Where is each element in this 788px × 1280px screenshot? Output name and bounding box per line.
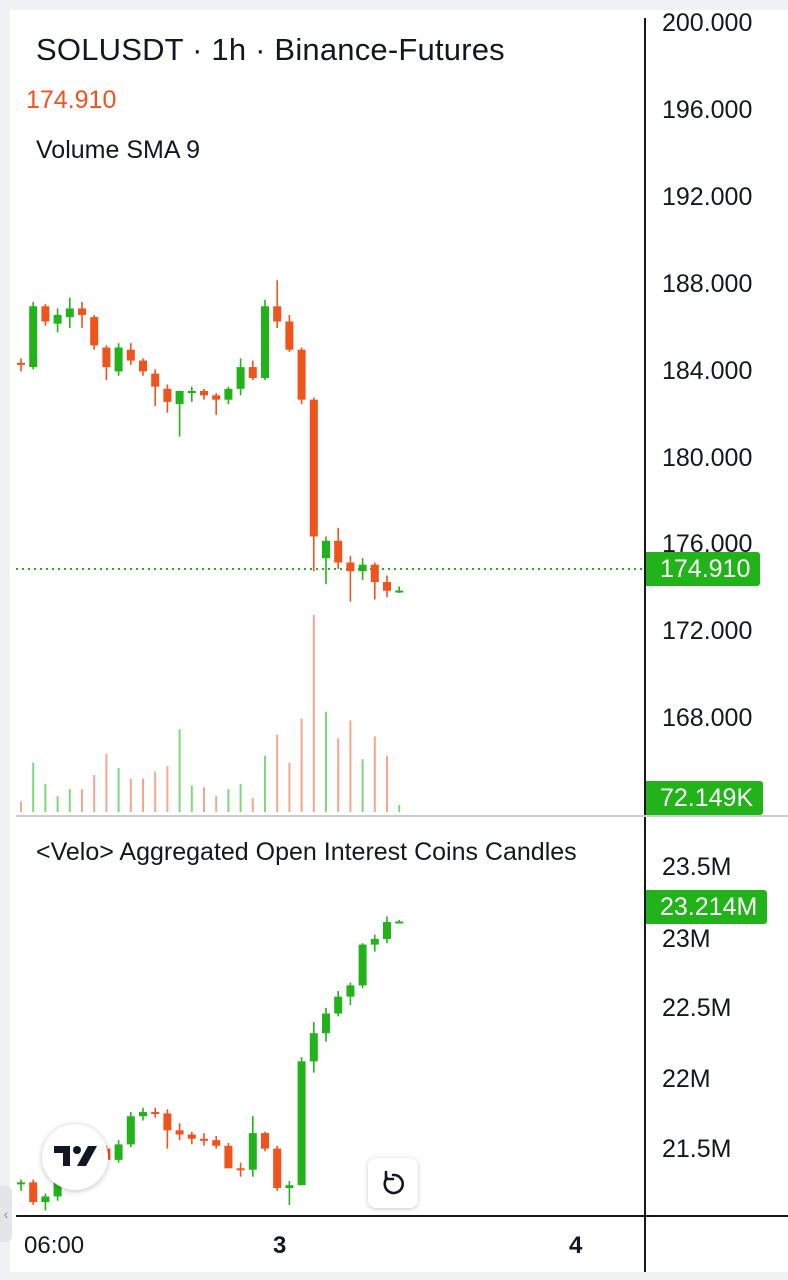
price-candle xyxy=(309,397,318,572)
oi-candle xyxy=(383,916,391,944)
price-candle xyxy=(163,384,172,413)
oi-candle xyxy=(273,1145,282,1191)
oi-candle xyxy=(41,1193,50,1211)
price-candle xyxy=(102,345,111,381)
symbol-title[interactable]: SOLUSDT · 1h · Binance-Futures xyxy=(36,32,505,67)
time-tick-label: 06:00 xyxy=(24,1232,85,1259)
oi-candle xyxy=(236,1162,245,1177)
price-candle xyxy=(151,369,160,407)
price-candle xyxy=(200,388,208,400)
oi-tick-label: 23M xyxy=(662,925,711,953)
price-candle xyxy=(65,297,74,328)
price-tick-label: 168.000 xyxy=(662,704,753,732)
price-candle xyxy=(383,575,391,598)
oi-candle xyxy=(212,1135,221,1149)
price-candle xyxy=(322,536,330,585)
price-candle xyxy=(285,314,294,352)
time-tick-label: 3 xyxy=(273,1232,287,1259)
price-candle xyxy=(334,527,343,570)
oi-candle xyxy=(261,1131,269,1152)
oi-candle xyxy=(346,982,355,1006)
price-candle xyxy=(29,301,38,370)
price-candle xyxy=(175,390,184,437)
price-candle xyxy=(78,301,86,328)
price-candle xyxy=(53,308,62,333)
price-candle xyxy=(212,393,221,415)
price-tick-label: 180.000 xyxy=(662,444,753,472)
price-candle xyxy=(297,347,306,404)
price-candle xyxy=(139,358,147,376)
price-badge: 174.910 xyxy=(646,552,761,586)
oi-candle xyxy=(334,991,343,1017)
volume-indicator-title[interactable]: Volume SMA 9 xyxy=(36,136,200,164)
price-candle xyxy=(126,343,135,365)
oi-candle xyxy=(395,920,404,924)
price-candle xyxy=(273,280,282,328)
oi-candle xyxy=(285,1180,294,1205)
price-tick-label: 196.000 xyxy=(662,96,753,124)
price-tick-label: 188.000 xyxy=(662,270,753,298)
price-candles xyxy=(17,280,404,602)
price-candle xyxy=(248,360,257,381)
oi-candle xyxy=(322,1007,330,1042)
oi-candle xyxy=(126,1112,135,1148)
chevron-left-icon[interactable]: ‹ xyxy=(0,1186,12,1242)
oi-candle xyxy=(358,943,367,989)
oi-tick-label: 23.5M xyxy=(662,853,732,881)
oi-tick-label: 22.5M xyxy=(662,994,732,1022)
oi-candle xyxy=(151,1107,160,1118)
tradingview-logo-icon[interactable] xyxy=(42,1124,108,1190)
oi-candle xyxy=(17,1179,25,1191)
price-tick-label: 192.000 xyxy=(662,183,753,211)
price-candle xyxy=(187,386,196,402)
oi-candle xyxy=(200,1133,208,1146)
price-tick-label: 200.000 xyxy=(662,9,753,37)
price-candle xyxy=(395,586,404,593)
top-frame xyxy=(0,0,788,10)
open-interest-badge: 23.214M xyxy=(646,890,768,924)
oi-candle xyxy=(224,1142,233,1169)
last-price-value: 174.910 xyxy=(26,86,117,114)
volume-series xyxy=(20,614,401,812)
oi-candle xyxy=(297,1057,306,1186)
oi-tick-label: 21.5M xyxy=(662,1135,732,1163)
price-candle xyxy=(17,358,25,372)
price-candle xyxy=(114,343,123,376)
price-candle xyxy=(346,556,355,602)
left-frame xyxy=(0,10,10,1280)
price-candle xyxy=(224,386,233,404)
time-tick-label: 4 xyxy=(569,1232,583,1259)
oi-candle xyxy=(309,1021,318,1073)
oi-tick-label: 22M xyxy=(662,1065,711,1093)
reset-chart-icon xyxy=(383,1170,405,1195)
oi-candle xyxy=(139,1107,147,1121)
tradingview-logo-glyph xyxy=(54,1146,97,1166)
price-candle xyxy=(261,299,269,381)
open-interest-indicator-title[interactable]: <Velo> Aggregated Open Interest Coins Ca… xyxy=(36,838,577,866)
oi-candle xyxy=(187,1131,196,1145)
price-candle xyxy=(236,358,245,396)
oi-candle xyxy=(114,1140,123,1163)
reset-chart-button[interactable] xyxy=(368,1158,418,1208)
chart-card xyxy=(16,18,788,1272)
oi-candle xyxy=(370,934,379,952)
price-candle xyxy=(90,314,99,350)
oi-candle xyxy=(163,1109,172,1149)
price-candle xyxy=(41,304,50,326)
price-candle xyxy=(370,562,379,600)
price-tick-label: 184.000 xyxy=(662,357,753,385)
volume-badge: 72.149K xyxy=(646,781,764,815)
oi-candle xyxy=(29,1179,38,1205)
bottom-frame xyxy=(0,1272,788,1280)
price-candle xyxy=(358,558,367,580)
oi-candle xyxy=(248,1116,257,1177)
oi-candle xyxy=(175,1123,184,1141)
price-tick-label: 172.000 xyxy=(662,617,753,645)
